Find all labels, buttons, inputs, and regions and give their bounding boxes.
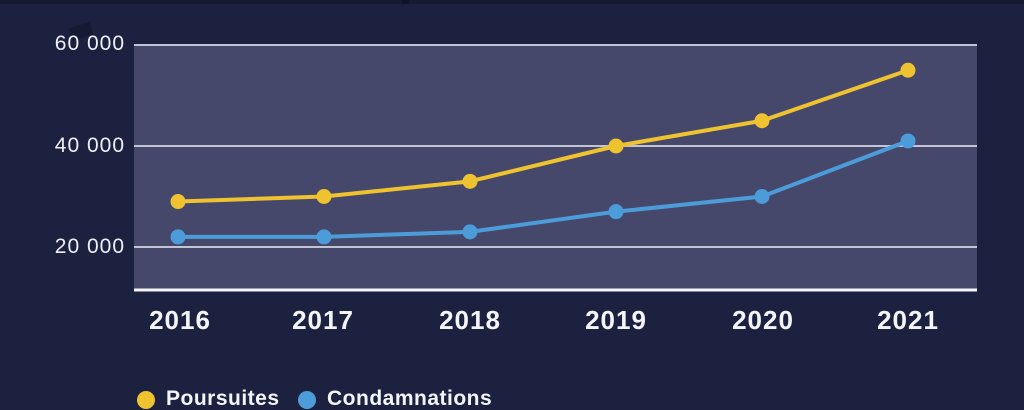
data-point-condamnations (462, 224, 478, 240)
top-edge-strip (0, 0, 1024, 4)
series-line-condamnations (176, 138, 910, 239)
legend-item-poursuites: Poursuites (137, 388, 280, 410)
legend-item-condamnations: Condamnations (298, 388, 492, 410)
plot-area (134, 45, 977, 290)
series-line-poursuites (176, 68, 910, 204)
legend-dot-condamnations-icon (298, 391, 316, 409)
x-tick-label-2020: 2020 (732, 305, 794, 335)
x-tick-label-2017: 2017 (292, 305, 354, 335)
cropped-text-notch (402, 0, 409, 4)
data-point-poursuites (900, 62, 916, 78)
legend-dot-poursuites-icon (137, 391, 155, 409)
x-tick-label-2016: 2016 (149, 305, 211, 335)
x-tick-label-2018: 2018 (439, 305, 501, 335)
data-point-poursuites (754, 113, 770, 129)
data-point-poursuites (170, 194, 186, 210)
line-chart (134, 44, 977, 292)
x-tick-label-2019: 2019 (585, 305, 647, 335)
data-point-condamnations (900, 133, 916, 149)
legend-label-poursuites: Poursuites (166, 387, 280, 410)
y-tick-label-60000: 60 000 (54, 32, 125, 55)
data-point-condamnations (608, 204, 624, 220)
legend-label-condamnations: Condamnations (327, 387, 493, 410)
data-point-poursuites (316, 189, 332, 204)
data-point-condamnations (170, 229, 186, 245)
data-point-condamnations (754, 189, 770, 204)
x-tick-label-2021: 2021 (877, 305, 939, 335)
data-point-poursuites (608, 138, 624, 154)
data-point-poursuites (462, 173, 478, 189)
data-point-condamnations (316, 229, 332, 245)
series-layer (170, 62, 916, 245)
y-tick-label-20000: 20 000 (54, 235, 125, 258)
y-tick-label-40000: 40 000 (54, 134, 125, 157)
